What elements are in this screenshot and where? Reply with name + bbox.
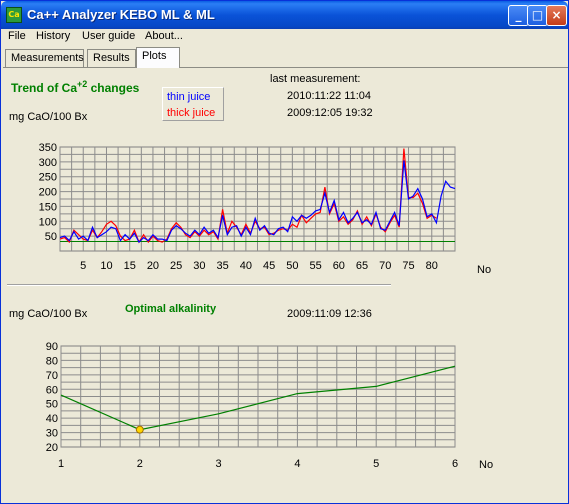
tab-plots[interactable]: Plots: [136, 47, 180, 68]
legend-thin-juice: thin juice: [167, 91, 211, 103]
chart1-y-tick-label: 100: [39, 216, 57, 228]
chart1-x-tick-label: 25: [170, 260, 182, 272]
chart1-y-tick-label: 200: [39, 187, 57, 199]
chart1-y-tick-label: 150: [39, 201, 57, 213]
chart1-y-tick-label: 300: [39, 157, 57, 169]
menu-history[interactable]: History: [36, 30, 71, 42]
chart2-x-tick-label: 5: [373, 458, 379, 470]
chart2-y-tick-label: 80: [46, 355, 58, 367]
chart1-x-tick-label: 40: [240, 260, 252, 272]
chart2-x-tick-label: 4: [294, 458, 300, 470]
menu-about[interactable]: About...: [145, 30, 183, 42]
ca-app-icon: Ca: [6, 7, 22, 23]
chart1-x-tick-label: 65: [356, 260, 368, 272]
thin-juice-date: 2010:11:22 11:04: [287, 90, 372, 102]
window-title: Ca++ Analyzer KEBO ML & ML: [27, 7, 215, 22]
chart1-x-tick-label: 45: [263, 260, 275, 272]
chart2-y-tick-label: 30: [46, 428, 58, 440]
chart1-y-tick-label: 50: [45, 231, 57, 243]
section-divider: [7, 284, 391, 286]
chart2-x-tick-label: 2: [137, 458, 143, 470]
chart1-x-tick-label: 60: [333, 260, 345, 272]
chart1-x-tick-label: 55: [309, 260, 321, 272]
thick-juice-date: 2009:12:05 19:32: [287, 107, 373, 119]
trend-unit-label: mg CaO/100 Bx: [9, 111, 88, 123]
chart2-y-tick-label: 60: [46, 384, 58, 396]
menu-bar: File History User guide About...: [1, 29, 568, 45]
trend-x-axis-label: No: [477, 264, 492, 276]
chart1-y-tick-label: 350: [39, 142, 57, 154]
alkalinity-date: 2009:11:09 12:36: [287, 308, 372, 320]
chart1-x-tick-label: 35: [217, 260, 229, 272]
chart1-x-tick-label: 5: [80, 260, 86, 272]
menu-file[interactable]: File: [8, 30, 26, 42]
chart2-y-tick-label: 70: [46, 370, 58, 382]
title-bar[interactable]: Ca Ca++ Analyzer KEBO ML & ML _ □ ×: [1, 1, 568, 29]
chart1-y-tick-label: 250: [39, 172, 57, 184]
chart1-x-tick-label: 70: [379, 260, 391, 272]
chart1-x-tick-label: 80: [426, 260, 438, 272]
plots-panel: [3, 67, 568, 503]
legend-thick-juice: thick juice: [167, 107, 216, 119]
chart1-x-tick-label: 75: [402, 260, 414, 272]
chart2-marker-point: [135, 425, 144, 434]
tab-results[interactable]: Results: [87, 49, 136, 67]
chart2-x-tick-label: 6: [452, 458, 458, 470]
chart1-x-tick-label: 30: [193, 260, 205, 272]
alkalinity-x-axis-label: No: [479, 459, 494, 471]
tab-measurements[interactable]: Measurements: [5, 49, 84, 67]
trend-title: Trend of Ca+2 changes: [11, 79, 140, 95]
chart2-x-tick-label: 3: [216, 458, 222, 470]
chart2-y-tick-label: 40: [46, 413, 58, 425]
trend-legend: [162, 87, 224, 121]
alkalinity-title: Optimal alkalinity: [125, 303, 217, 315]
chart2-y-tick-label: 90: [46, 341, 58, 353]
chart1-x-tick-label: 10: [100, 260, 112, 272]
menu-user-guide[interactable]: User guide: [82, 30, 136, 42]
chart1-series-line: [59, 160, 456, 244]
chart1-x-tick-label: 50: [286, 260, 298, 272]
close-button[interactable]: ×: [546, 5, 567, 26]
chart2-series-line: [60, 365, 456, 431]
chart2-y-tick-label: 20: [46, 442, 58, 454]
chart1-x-tick-label: 20: [147, 260, 159, 272]
alkalinity-unit-label: mg CaO/100 Bx: [9, 308, 88, 320]
last-measurement-label: last measurement:: [270, 73, 361, 85]
chart2-x-tick-label: 1: [58, 458, 64, 470]
chart1-x-tick-label: 15: [124, 260, 136, 272]
chart2-y-tick-label: 50: [46, 399, 58, 411]
